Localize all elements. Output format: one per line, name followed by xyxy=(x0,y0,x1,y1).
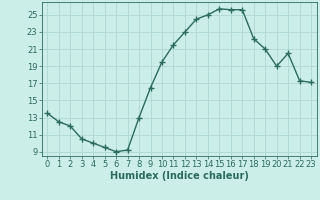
X-axis label: Humidex (Indice chaleur): Humidex (Indice chaleur) xyxy=(110,171,249,181)
